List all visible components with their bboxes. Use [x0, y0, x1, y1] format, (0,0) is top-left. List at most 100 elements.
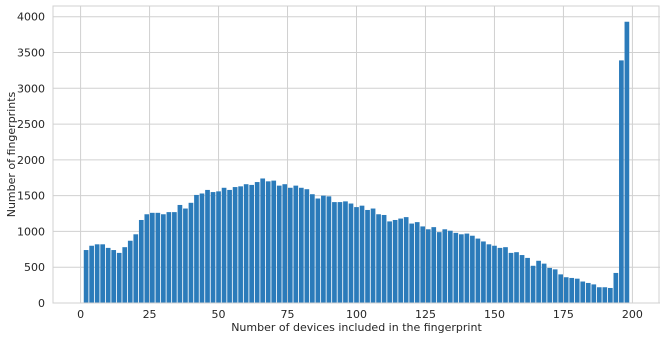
- bar: [155, 212, 161, 303]
- bar: [447, 230, 453, 303]
- bar: [602, 287, 608, 303]
- bar: [282, 184, 288, 303]
- bar: [365, 209, 370, 303]
- x-axis-label: Number of devices included in the finger…: [231, 321, 482, 334]
- bar: [591, 284, 597, 303]
- bar: [514, 252, 519, 303]
- bar: [381, 214, 387, 303]
- bar: [105, 247, 111, 303]
- x-tick-label: 25: [143, 308, 157, 321]
- bar: [481, 241, 486, 303]
- y-tick-label: 3500: [17, 47, 45, 60]
- bar: [574, 278, 580, 303]
- bar: [133, 234, 139, 303]
- x-tick-label: 50: [212, 308, 226, 321]
- bar: [260, 178, 266, 303]
- bar: [122, 247, 128, 303]
- x-tick-label: 100: [346, 308, 367, 321]
- bar: [293, 185, 299, 303]
- bar: [254, 182, 260, 303]
- x-tick-label: 0: [77, 308, 84, 321]
- y-tick-label: 3000: [17, 82, 45, 95]
- bar: [547, 267, 552, 303]
- bar: [315, 198, 321, 303]
- bar: [199, 193, 205, 303]
- bar: [569, 277, 575, 303]
- bar: [536, 260, 541, 303]
- x-tick-label: 175: [553, 308, 574, 321]
- bar: [613, 272, 619, 303]
- bar: [172, 212, 177, 303]
- bar: [298, 187, 304, 303]
- bar: [144, 214, 150, 303]
- bar: [376, 214, 381, 303]
- bar: [265, 181, 271, 303]
- bar: [552, 269, 558, 303]
- bar: [177, 204, 183, 303]
- bar: [321, 195, 326, 303]
- bar: [607, 287, 613, 303]
- bar: [232, 187, 238, 303]
- y-tick-labels: 0 500 1000 1500 2000 2500 3000 3500 4000: [17, 11, 45, 310]
- x-tick-label: 200: [622, 308, 643, 321]
- bar: [332, 202, 337, 303]
- bar: [486, 244, 492, 303]
- y-tick-label: 1000: [17, 225, 45, 238]
- bar: [624, 21, 630, 304]
- bar: [161, 214, 166, 303]
- bar: [530, 265, 536, 303]
- bar: [354, 207, 359, 303]
- bars: [83, 21, 630, 304]
- bar: [348, 203, 354, 303]
- bar: [492, 245, 497, 303]
- y-tick-label: 2000: [17, 154, 45, 167]
- y-tick-label: 0: [38, 297, 45, 310]
- bar: [188, 202, 194, 303]
- bar: [149, 212, 155, 303]
- bar: [425, 229, 431, 303]
- bar: [508, 252, 514, 303]
- y-tick-label: 2500: [17, 118, 45, 131]
- bar: [558, 274, 564, 303]
- bar: [205, 189, 210, 303]
- y-tick-label: 500: [24, 261, 45, 274]
- bar: [359, 205, 365, 303]
- bar: [100, 244, 106, 303]
- bar: [585, 282, 591, 303]
- bar: [194, 194, 199, 303]
- bar: [436, 232, 442, 303]
- bar: [343, 201, 348, 303]
- bar: [370, 208, 376, 303]
- bar: [503, 247, 508, 303]
- x-tick-label: 75: [281, 308, 295, 321]
- bar: [243, 184, 249, 303]
- bar: [238, 186, 243, 303]
- bar: [116, 252, 122, 303]
- bar: [337, 202, 343, 303]
- bar: [166, 212, 172, 303]
- bar: [94, 244, 100, 303]
- bar: [221, 187, 227, 303]
- bar: [420, 226, 426, 303]
- bar: [287, 187, 293, 303]
- y-axis-label: Number of fingerprints: [5, 91, 18, 217]
- bar: [525, 257, 530, 303]
- bar: [453, 232, 459, 303]
- bar: [111, 250, 117, 303]
- bar: [271, 180, 277, 303]
- bar: [249, 184, 254, 303]
- bar: [392, 219, 398, 303]
- bar: [83, 250, 89, 303]
- bar: [210, 192, 216, 303]
- y-tick-label: 4000: [17, 11, 45, 24]
- bar: [127, 240, 133, 303]
- bar: [403, 217, 409, 303]
- bar: [497, 247, 503, 303]
- bar: [183, 208, 188, 303]
- bar: [409, 223, 415, 303]
- bar: [541, 263, 547, 303]
- bar: [464, 233, 470, 303]
- bar: [475, 238, 481, 303]
- bar: [310, 194, 315, 303]
